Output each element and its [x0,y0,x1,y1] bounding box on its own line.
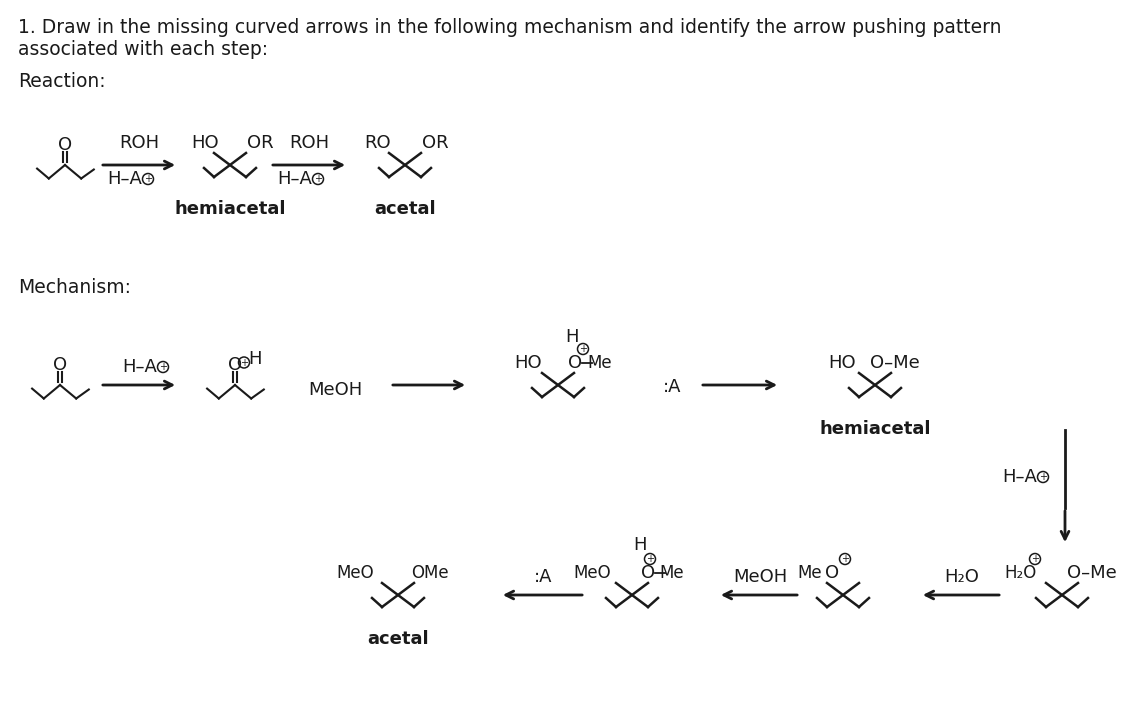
Text: HO: HO [828,354,856,372]
Text: O: O [641,564,656,582]
Text: RO: RO [365,134,391,152]
Text: acetal: acetal [374,200,435,218]
Text: +: + [158,362,166,372]
Text: H: H [565,328,579,346]
Text: +: + [144,174,152,184]
Text: +: + [1039,472,1047,482]
Text: O–Me: O–Me [1067,564,1117,582]
Text: O: O [58,136,72,154]
Text: +: + [646,554,654,564]
Text: MeO: MeO [573,564,611,582]
Text: HO: HO [514,354,542,372]
Text: O: O [825,564,839,582]
Text: ROH: ROH [119,134,160,152]
Text: 1. Draw in the missing curved arrows in the following mechanism and identify the: 1. Draw in the missing curved arrows in … [18,18,1002,37]
Text: H–A: H–A [107,170,142,188]
Text: H: H [633,536,646,554]
Text: MeOH: MeOH [308,381,363,399]
Text: MeO: MeO [336,564,374,582]
Text: Reaction:: Reaction: [18,72,106,91]
Text: Me: Me [798,564,822,582]
Text: H₂O: H₂O [1004,564,1036,582]
Text: HO: HO [192,134,219,152]
Text: O: O [568,354,583,372]
Text: +: + [241,358,249,368]
Text: +: + [579,344,587,354]
Text: associated with each step:: associated with each step: [18,40,268,59]
Text: MeOH: MeOH [733,568,787,586]
Text: H: H [249,350,262,368]
Text: +: + [314,174,321,184]
Text: hemiacetal: hemiacetal [820,420,930,438]
Text: OR: OR [422,134,448,152]
Text: Mechanism:: Mechanism: [18,278,131,297]
Text: Me: Me [588,354,612,372]
Text: acetal: acetal [367,630,429,648]
Text: +: + [841,554,849,564]
Text: H–A: H–A [277,170,312,188]
Text: O: O [52,356,67,374]
Text: :A: :A [662,378,682,396]
Text: +: + [1031,554,1039,564]
Text: O: O [228,356,242,374]
Text: hemiacetal: hemiacetal [174,200,286,218]
Text: OR: OR [246,134,274,152]
Text: :A: :A [534,568,552,586]
Text: ROH: ROH [288,134,329,152]
Text: OMe: OMe [412,564,449,582]
Text: H₂O: H₂O [945,568,979,586]
Text: H–A: H–A [1002,468,1037,486]
Text: O–Me: O–Me [870,354,920,372]
Text: Me: Me [660,564,684,582]
Text: H–A: H–A [123,358,157,376]
